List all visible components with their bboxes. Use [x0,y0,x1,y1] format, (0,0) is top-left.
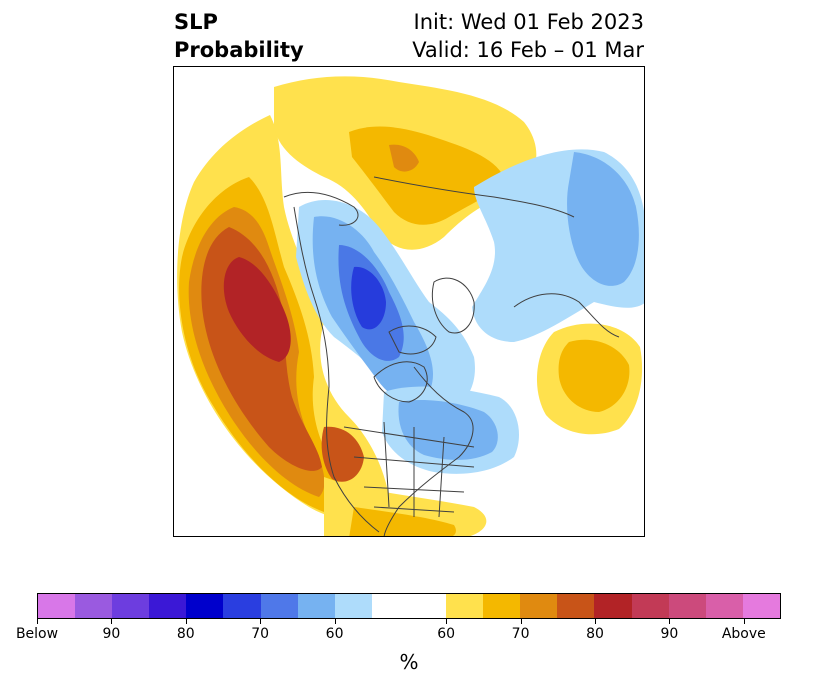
colorbar-tick-mark [185,619,187,624]
atlantic-above-region [536,323,643,435]
init-date: Init: Wed 01 Feb 2023 [413,10,644,34]
colorbar-tick-mark [520,619,522,624]
colorbar [37,593,781,619]
colorbar-tick-label: 60 [325,626,344,642]
colorbar-segment [186,594,224,618]
colorbar-segment [149,594,187,618]
colorbar-tick-mark [37,619,38,624]
colorbar-segment [483,594,521,618]
colorbar-segment [446,594,484,618]
eurasia-65-contour [349,126,504,225]
colorbar-segment [705,594,743,618]
colorbar-segment [297,594,335,618]
north-america-west-coast [293,206,380,533]
greenland-75-contour [351,266,386,330]
colorbar-segment [334,594,372,618]
colorbar-tick-label: 70 [511,626,530,642]
colorbar-tick-label: Below [15,626,59,642]
map-dates: Init: Wed 01 Feb 2023 Valid: 16 Feb – 01… [412,8,644,64]
eurasia-70-contour [389,144,419,172]
arctic-archipelago-coast [388,325,437,355]
colorbar-tick-mark [111,619,113,624]
title-line-probability: Probability [174,38,304,62]
atlantic-65-contour [558,339,630,412]
colorbar-tick-mark [743,619,745,624]
colorbar-segment [112,594,150,618]
alaska-coast [283,191,359,226]
colorbar-tick-mark [334,619,336,624]
eurasia-above-region [274,76,537,250]
colorbar-tick-label: 90 [660,626,679,642]
colorbar-segment [38,594,76,618]
title-line-slp: SLP [174,10,218,34]
colorbar-segment [520,594,558,618]
colorbar-segment [557,594,595,618]
colorbar-segment [223,594,261,618]
colorbar-segment [631,594,669,618]
map-title: SLP Probability [174,8,304,64]
colorbar-unit-label: % [399,650,419,674]
colorbar-tick-label: 70 [251,626,270,642]
colorbar-segment [594,594,632,618]
colorbar-segment [742,594,780,618]
north-america-east-coast [383,366,474,536]
eastern-us-65-contour [398,400,498,460]
colorbar-segment [260,594,298,618]
colorbar-segment [668,594,706,618]
colorbar-segment [371,594,447,618]
greenland-coast [431,277,475,334]
southwest-75-contour [321,426,364,482]
siberia-65-contour [567,152,639,286]
probability-map [173,66,645,537]
colorbar-tick-mark [669,619,671,624]
colorbar-tick-label: 80 [176,626,195,642]
colorbar-tick-label: 60 [437,626,456,642]
europe-coast [513,293,620,338]
us-state-lines [343,421,475,518]
map-canvas [177,76,644,536]
below-regions [296,149,644,474]
colorbar-tick-mark [595,619,596,624]
colorbar-tick-label: Above [721,626,766,642]
south-above-region [321,426,487,536]
south-65-contour [349,507,456,536]
coastlines [283,176,620,536]
hudson-bay-coast [373,361,428,403]
colorbar-tick-mark [446,619,448,624]
colorbar-tick-label: 90 [102,626,121,642]
colorbar-tick-label: 80 [586,626,604,642]
pacific-80-contour [223,257,291,362]
colorbar-segment [75,594,113,618]
valid-range: Valid: 16 Feb – 01 Mar [412,38,644,62]
colorbar-tick-mark [260,619,262,624]
siberia-coast [373,176,575,218]
pacific-above-region [177,115,389,520]
